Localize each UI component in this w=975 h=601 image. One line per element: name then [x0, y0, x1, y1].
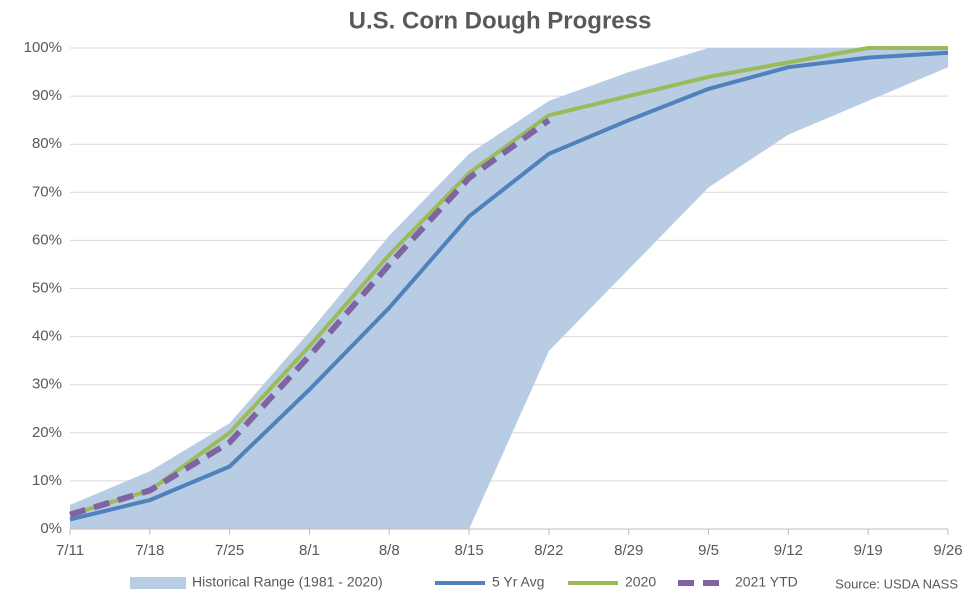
y-tick-label: 50%: [32, 279, 62, 296]
legend-label: 2021 YTD: [735, 574, 798, 590]
legend-label: Historical Range (1981 - 2020): [192, 574, 383, 590]
y-tick-label: 60%: [32, 231, 62, 248]
x-tick-label: 8/1: [299, 542, 320, 559]
x-tick-label: 8/8: [379, 542, 400, 559]
y-tick-label: 90%: [32, 87, 62, 104]
x-tick-label: 7/18: [135, 542, 164, 559]
y-tick-label: 70%: [32, 183, 62, 200]
y-tick-label: 40%: [32, 328, 62, 345]
legend-label: 5 Yr Avg: [492, 574, 544, 590]
x-tick-label: 9/12: [774, 542, 803, 559]
source-note: Source: USDA NASS: [835, 576, 958, 591]
y-tick-label: 30%: [32, 376, 62, 393]
x-tick-label: 9/19: [854, 542, 883, 559]
x-tick-label: 8/22: [534, 542, 563, 559]
x-tick-label: 7/11: [56, 542, 84, 559]
y-tick-label: 80%: [32, 135, 62, 152]
legend-swatch: [130, 577, 186, 589]
legend-label: 2020: [625, 574, 656, 590]
y-tick-label: 10%: [32, 472, 62, 489]
x-tick-label: 9/26: [933, 542, 962, 559]
series-line: [69, 50, 949, 522]
x-tick-label: 8/15: [454, 542, 483, 559]
y-tick-label: 20%: [32, 424, 62, 441]
chart-title: U.S. Corn Dough Progress: [349, 7, 652, 34]
x-tick-label: 9/5: [698, 542, 719, 559]
series-line: [69, 117, 551, 518]
y-tick-label: 0%: [40, 520, 62, 537]
series-line: [69, 46, 948, 517]
y-tick-label: 100%: [24, 39, 62, 56]
x-tick-label: 8/29: [614, 542, 643, 559]
x-tick-label: 7/25: [215, 542, 244, 559]
